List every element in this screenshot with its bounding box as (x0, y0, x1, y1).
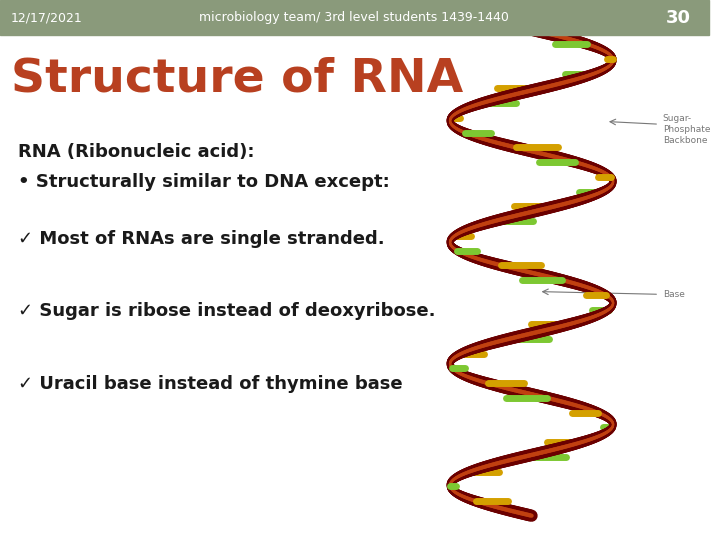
Text: 30: 30 (666, 9, 691, 26)
Text: microbiology team/ 3rd level students 1439-1440: microbiology team/ 3rd level students 14… (199, 11, 509, 24)
Text: • Structurally similar to DNA except:: • Structurally similar to DNA except: (18, 173, 390, 191)
Text: RNA (Ribonucleic acid):: RNA (Ribonucleic acid): (18, 143, 254, 161)
Text: Sugar-
Phosphate
Backbone: Sugar- Phosphate Backbone (662, 114, 710, 145)
Text: ✓ Uracil base instead of thymine base: ✓ Uracil base instead of thymine base (18, 375, 402, 393)
Text: Structure of RNA: Structure of RNA (11, 57, 463, 102)
Text: Base: Base (662, 290, 685, 299)
Bar (0, 0, 708, 35)
Text: ✓ Sugar is ribose instead of deoxyribose.: ✓ Sugar is ribose instead of deoxyribose… (18, 302, 435, 320)
Text: ✓ Most of RNAs are single stranded.: ✓ Most of RNAs are single stranded. (18, 230, 384, 247)
Text: 12/17/2021: 12/17/2021 (11, 11, 82, 24)
